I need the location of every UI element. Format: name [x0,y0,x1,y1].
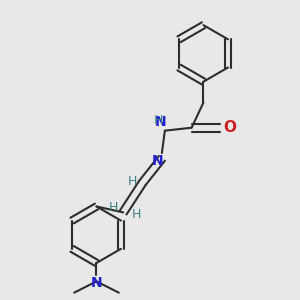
Text: H: H [128,175,137,188]
Text: H: H [154,114,164,127]
Text: O: O [224,120,236,135]
Text: H: H [132,208,142,221]
Text: H: H [109,201,118,214]
Text: N: N [155,115,166,129]
Text: N: N [91,276,102,290]
Text: N: N [152,154,164,169]
